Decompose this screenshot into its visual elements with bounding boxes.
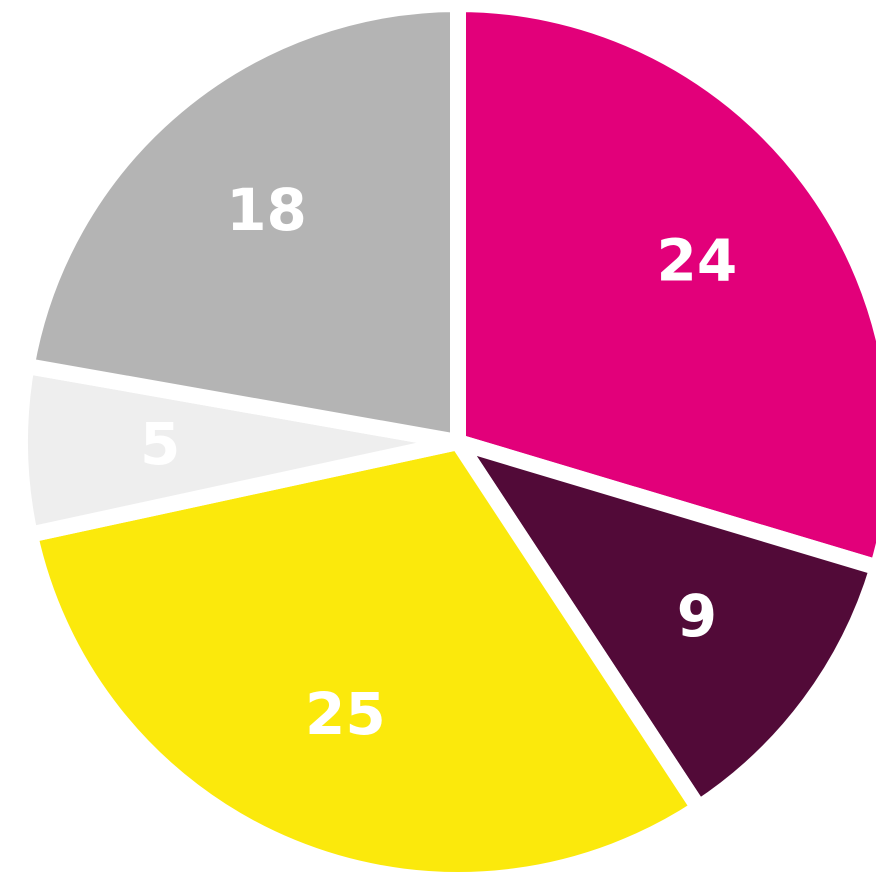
data-label: 5 [140,410,180,478]
data-label: 25 [305,680,386,748]
pie-slice [21,434,707,884]
pie-slice [450,0,876,576]
pie-slice [450,434,876,816]
pie-slice [18,0,466,450]
data-label: 24 [657,226,738,294]
data-label: 18 [226,176,307,244]
data-label: 9 [677,582,717,650]
